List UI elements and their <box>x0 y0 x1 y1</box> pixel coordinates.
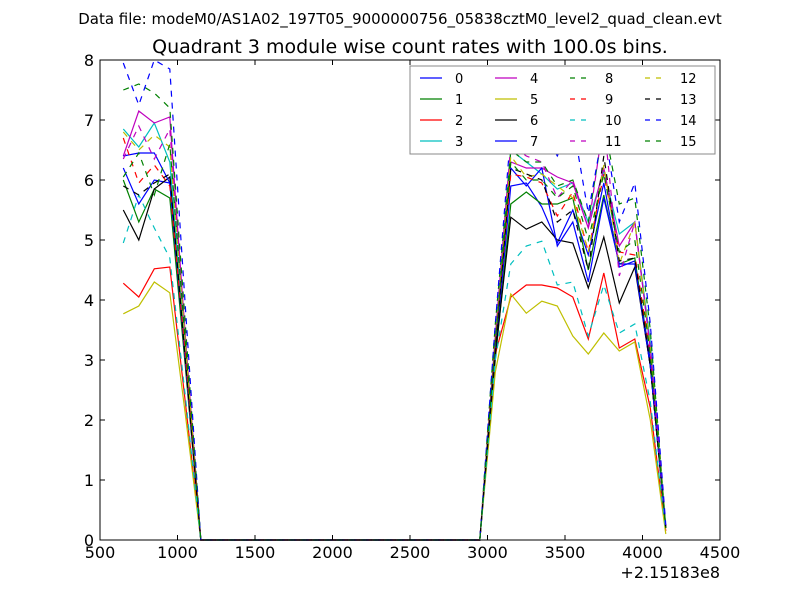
legend-label-2: 2 <box>455 114 463 129</box>
chart-title: Quadrant 3 module wise count rates with … <box>152 36 668 58</box>
legend-label-7: 7 <box>530 135 538 150</box>
legend-label-9: 9 <box>605 93 613 108</box>
x-tick-label: 4500 <box>700 543 741 562</box>
x-tick-label: 3500 <box>545 543 586 562</box>
legend-label-15: 15 <box>680 135 697 150</box>
y-tick-label: 7 <box>84 111 94 130</box>
legend-box <box>409 65 716 155</box>
y-tick-label: 0 <box>84 531 94 550</box>
legend-label-11: 11 <box>605 135 622 150</box>
legend-label-4: 4 <box>530 72 538 87</box>
series-line-0 <box>122 167 667 541</box>
x-offset-label: +2.15183e8 <box>620 563 720 582</box>
series-line-3 <box>122 121 667 541</box>
y-tick-label: 4 <box>84 291 94 310</box>
series-line-10 <box>122 193 667 541</box>
y-tick-label: 5 <box>84 231 94 250</box>
legend-label-14: 14 <box>680 114 697 129</box>
x-tick-label: 2000 <box>312 543 353 562</box>
x-tick-label: 1000 <box>157 543 198 562</box>
y-tick-label: 6 <box>84 171 94 190</box>
legend-label-8: 8 <box>605 72 613 87</box>
axis-ticks: 500 1000 1500 2000 2500 3000 3500 4000 450001234… <box>84 51 741 562</box>
y-tick-label: 3 <box>84 351 94 370</box>
legend-label-1: 1 <box>455 93 463 108</box>
y-tick-label: 2 <box>84 411 94 430</box>
series-line-5 <box>123 281 667 541</box>
legend-label-13: 13 <box>680 93 697 108</box>
x-tick-label: 2500 <box>390 543 431 562</box>
x-tick-label: 1500 <box>235 543 276 562</box>
legend-label-0: 0 <box>455 72 463 87</box>
series-line-6 <box>122 175 667 541</box>
series-line-4 <box>122 110 667 541</box>
legend-label-3: 3 <box>455 135 463 150</box>
series-line-15 <box>122 143 667 541</box>
legend-label-5: 5 <box>530 93 538 108</box>
x-tick-label: 500 <box>85 543 116 562</box>
suptitle: Data file: modeM0/AS1A02_197T05_90000007… <box>78 10 722 29</box>
y-tick-label: 1 <box>84 471 94 490</box>
legend-label-10: 10 <box>605 114 622 129</box>
x-tick-label: 4000 <box>622 543 663 562</box>
legend-label-6: 6 <box>530 114 538 129</box>
legend-label-12: 12 <box>680 72 697 87</box>
series-line-9 <box>122 137 667 541</box>
y-tick-label: 8 <box>84 51 94 70</box>
series-line-1 <box>122 179 667 541</box>
series-line-2 <box>122 266 667 541</box>
x-tick-label: 3000 <box>467 543 508 562</box>
